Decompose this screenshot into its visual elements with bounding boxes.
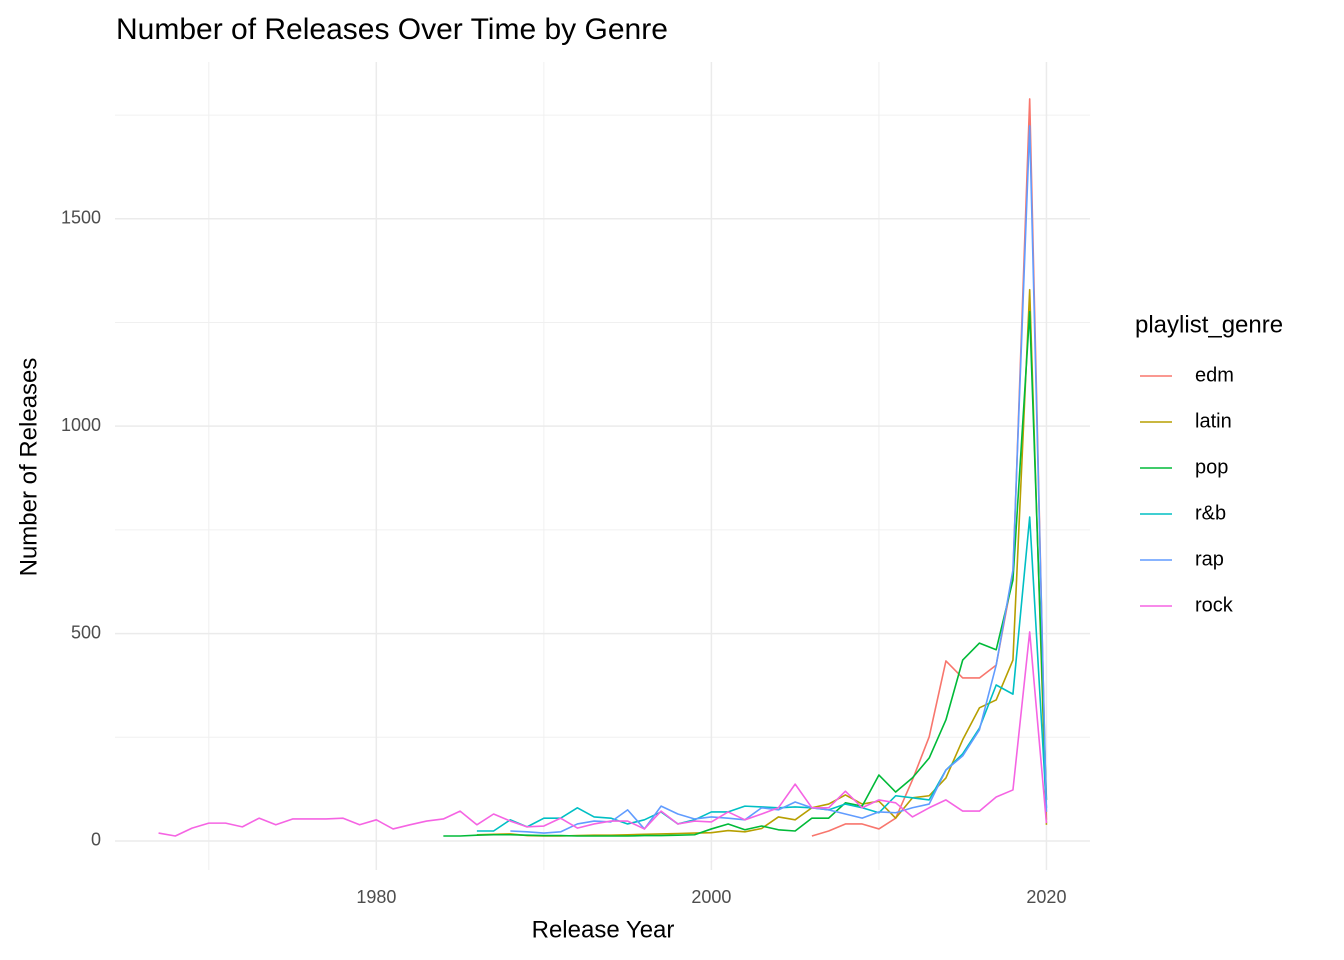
- legend-title: playlist_genre: [1135, 311, 1283, 338]
- legend-label: r&b: [1195, 502, 1226, 524]
- y-tick-label: 0: [91, 830, 101, 850]
- x-tick-label: 2020: [1026, 887, 1066, 907]
- legend: edm latin pop r&b rap rock: [1140, 364, 1234, 616]
- x-tick-label: 2000: [691, 887, 731, 907]
- legend-label: latin: [1195, 410, 1232, 432]
- x-axis-title: Release Year: [532, 916, 675, 943]
- series-line: [811, 98, 1048, 837]
- legend-label: rock: [1195, 594, 1234, 616]
- legend-label: rap: [1195, 548, 1224, 570]
- y-tick-label: 1000: [61, 415, 101, 435]
- legend-label: pop: [1195, 456, 1228, 478]
- series-line: [476, 516, 1048, 832]
- x-tick-label: 1980: [356, 887, 396, 907]
- y-tick-label: 500: [71, 622, 101, 642]
- plot-lines: [158, 98, 1048, 837]
- series-line: [476, 288, 1048, 837]
- y-tick-label: 1500: [61, 208, 101, 228]
- series-line: [443, 310, 1048, 837]
- series-line: [158, 631, 1048, 837]
- y-axis-title: Number of Releases: [15, 358, 42, 577]
- legend-label: edm: [1195, 364, 1234, 386]
- series-line: [510, 125, 1048, 834]
- grid: 1980 2000 2020 0 500 1000 1500: [61, 62, 1090, 907]
- chart-title: Number of Releases Over Time by Genre: [116, 13, 668, 46]
